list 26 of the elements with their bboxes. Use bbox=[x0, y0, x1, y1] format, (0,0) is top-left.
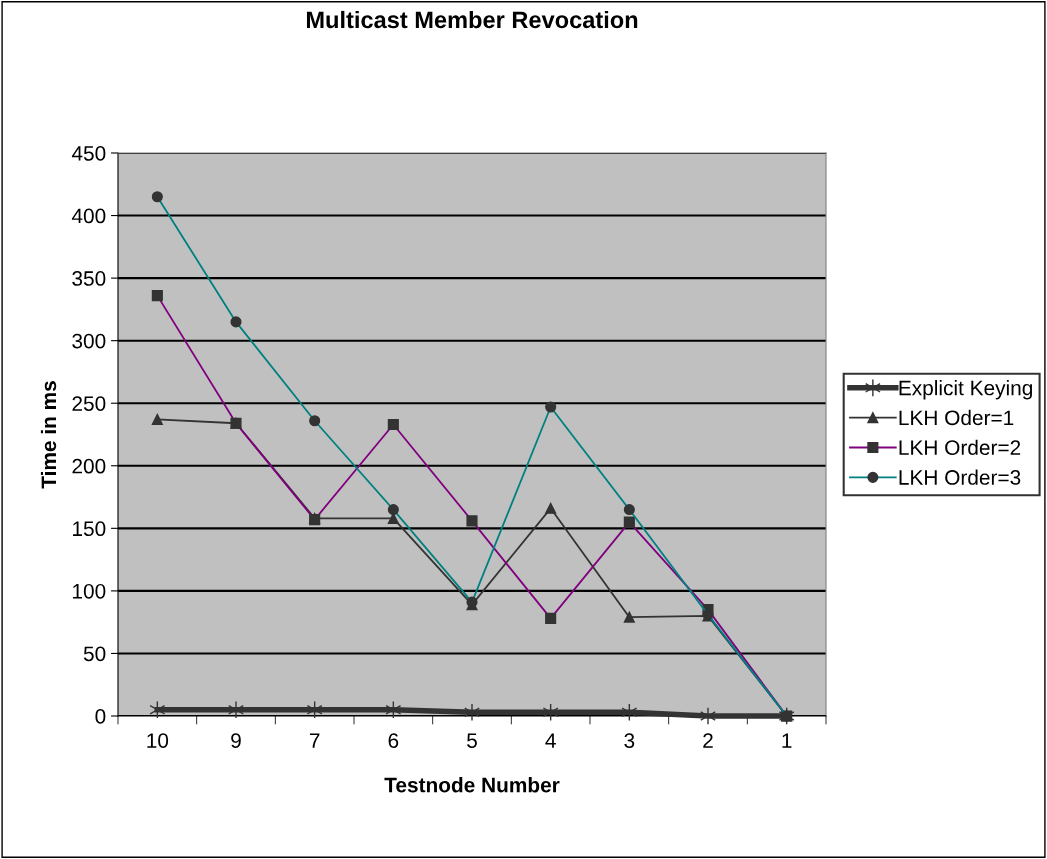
x-tick-label: 10 bbox=[147, 733, 169, 748]
y-tick-label: 350 bbox=[72, 271, 106, 286]
legend-label: LKH Order=3 bbox=[899, 469, 1021, 485]
y-tick-label: 450 bbox=[71, 146, 106, 161]
y-tick-label: 50 bbox=[83, 646, 106, 662]
y-tick-label: 200 bbox=[72, 458, 106, 474]
x-tick-label: 9 bbox=[231, 733, 241, 748]
x-tick-label: 5 bbox=[467, 733, 477, 748]
legend-label: LKH Order=2 bbox=[899, 439, 1021, 456]
y-tick-label: 250 bbox=[72, 396, 106, 411]
y-tick-label: 100 bbox=[73, 583, 106, 599]
y-tick-label: 400 bbox=[71, 208, 106, 224]
x-tick-label: 4 bbox=[545, 733, 556, 748]
x-axis-title: Testnode Number bbox=[384, 777, 560, 793]
y-tick-label: 300 bbox=[72, 333, 106, 349]
x-tick-label: 7 bbox=[309, 733, 320, 748]
x-tick-label: 1 bbox=[782, 733, 792, 748]
legend-label: LKH Oder=1 bbox=[899, 409, 1014, 426]
y-tick-label: 150 bbox=[73, 521, 106, 537]
y-axis-title: Time in ms bbox=[40, 381, 57, 489]
x-tick-label: 2 bbox=[703, 733, 713, 748]
x-tick-label: 6 bbox=[388, 733, 399, 748]
y-tick-label: 0 bbox=[95, 709, 106, 724]
chart-title: Multicast Member Revocation bbox=[306, 10, 638, 29]
x-tick-label: 3 bbox=[624, 733, 635, 748]
legend-label: Explicit Keying bbox=[899, 380, 1032, 400]
